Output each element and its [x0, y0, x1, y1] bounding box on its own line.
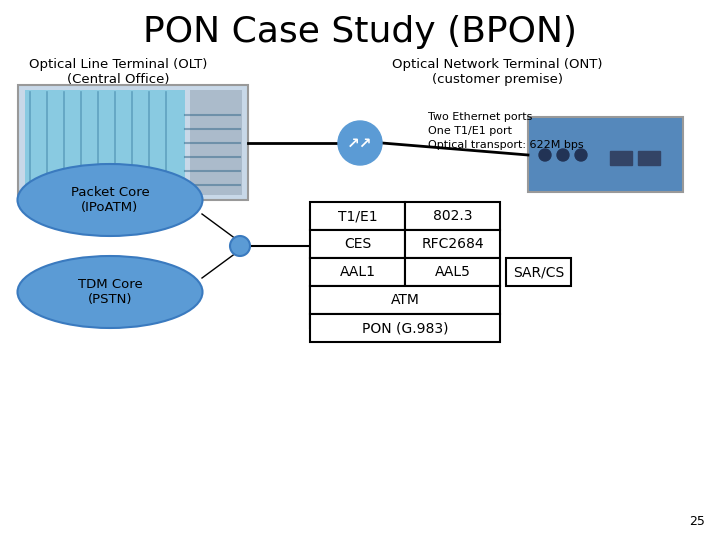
Text: Optical Network Terminal (ONT)
(customer premise): Optical Network Terminal (ONT) (customer… — [392, 58, 602, 86]
Text: PON (G.983): PON (G.983) — [361, 321, 449, 335]
FancyBboxPatch shape — [18, 85, 248, 200]
FancyBboxPatch shape — [405, 258, 500, 286]
FancyBboxPatch shape — [25, 90, 185, 195]
Text: Packet Core
(IPoATM): Packet Core (IPoATM) — [71, 186, 149, 214]
Text: Two Ethernet ports
One T1/E1 port
Optical transport: 622M bps: Two Ethernet ports One T1/E1 port Optica… — [428, 112, 584, 150]
FancyBboxPatch shape — [506, 258, 571, 286]
FancyBboxPatch shape — [405, 230, 500, 258]
FancyBboxPatch shape — [638, 151, 660, 165]
Text: AAL1: AAL1 — [340, 265, 376, 279]
Text: CES: CES — [344, 237, 371, 251]
Text: ↗↗: ↗↗ — [347, 136, 373, 151]
FancyBboxPatch shape — [310, 314, 500, 342]
FancyBboxPatch shape — [190, 90, 242, 195]
Text: PON Case Study (BPON): PON Case Study (BPON) — [143, 15, 577, 49]
FancyBboxPatch shape — [310, 230, 405, 258]
Text: SAR/CS: SAR/CS — [513, 265, 564, 279]
FancyBboxPatch shape — [310, 258, 405, 286]
Ellipse shape — [17, 256, 202, 328]
FancyBboxPatch shape — [405, 202, 500, 230]
Text: AAL5: AAL5 — [435, 265, 470, 279]
Text: 802.3: 802.3 — [433, 209, 472, 223]
FancyBboxPatch shape — [310, 286, 500, 314]
Text: TDM Core
(PSTN): TDM Core (PSTN) — [78, 278, 143, 306]
Ellipse shape — [17, 164, 202, 236]
Text: RFC2684: RFC2684 — [421, 237, 484, 251]
Circle shape — [557, 149, 569, 161]
FancyBboxPatch shape — [310, 202, 405, 230]
Circle shape — [338, 121, 382, 165]
Text: 25: 25 — [689, 515, 705, 528]
Circle shape — [539, 149, 551, 161]
Text: ATM: ATM — [390, 293, 420, 307]
FancyBboxPatch shape — [528, 117, 683, 192]
Text: T1/E1: T1/E1 — [338, 209, 377, 223]
Text: Optical Line Terminal (OLT)
(Central Office): Optical Line Terminal (OLT) (Central Off… — [29, 58, 207, 86]
FancyBboxPatch shape — [610, 151, 632, 165]
Circle shape — [230, 236, 250, 256]
Circle shape — [575, 149, 587, 161]
